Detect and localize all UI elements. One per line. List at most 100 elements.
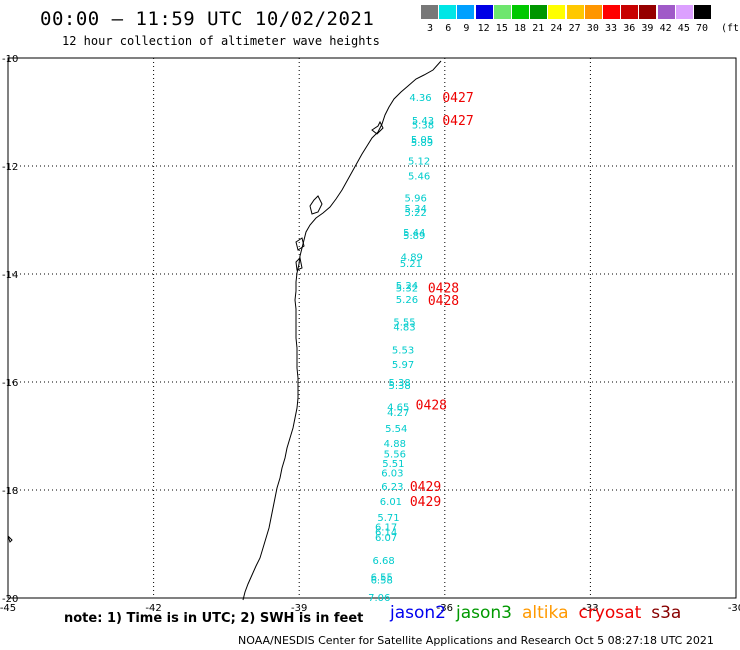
legend-swatch [584, 5, 602, 19]
legend-swatch [657, 5, 675, 19]
legend-label: 18 [514, 23, 527, 34]
page-subtitle: 12 hour collection of altimeter wave hei… [62, 34, 380, 48]
wave-height-label: 6.07 [375, 533, 397, 544]
pass-time-label: 0428 [428, 282, 459, 297]
wave-height-label: 6.01 [380, 497, 402, 508]
legend-swatch [675, 5, 693, 19]
lon-tick-label: -36 [437, 603, 453, 614]
wave-height-label: 5.55 [393, 318, 415, 329]
legend-swatch [439, 5, 457, 19]
wave-height-label: 6.55 [371, 572, 393, 583]
lon-tick-label: -30 [728, 603, 740, 614]
wave-height-label: 5.54 [385, 424, 407, 435]
wave-height-label: 4.89 [401, 253, 423, 264]
legend-label: 70 [696, 23, 709, 34]
coastline-island [295, 237, 305, 271]
wave-height-label: 5.89 [411, 138, 433, 149]
lat-tick-label: -12 [2, 162, 18, 173]
wave-height-label: 5.89 [403, 231, 425, 242]
wave-height-label: 5.38 [389, 381, 411, 392]
wave-height-label: 5.38 [412, 120, 434, 131]
credit-line: NOAA/NESDIS Center for Satellite Applica… [238, 634, 714, 647]
coastline [7, 60, 442, 601]
wave-height-label: 5.46 [408, 172, 430, 183]
wave-height-label: 5.05 [411, 135, 433, 146]
wave-height-label: 4.36 [409, 93, 431, 104]
coastline-bay [371, 120, 384, 135]
pass-time-label: 0427 [442, 91, 473, 106]
wave-height-label: 5.32 [396, 284, 418, 295]
legend-swatch [457, 5, 475, 19]
legend-swatch [694, 5, 711, 19]
footer-note: note: 1) Time is in UTC; 2) SWH is in fe… [64, 611, 364, 626]
wave-height-label: 7.06 [368, 593, 390, 604]
lat-tick-label: -18 [2, 486, 18, 497]
legend-label: 6 [445, 23, 452, 34]
pass-time-label: 0429 [410, 480, 441, 495]
wave-height-label: 5.97 [392, 360, 414, 371]
legend-swatch [530, 5, 548, 19]
legend-swatch [493, 5, 511, 19]
legend-swatch [421, 5, 438, 19]
wave-height-label: 6.23 [381, 482, 403, 493]
legend-label: 45 [677, 23, 690, 34]
satellite-label: cryosat [578, 603, 642, 623]
legend-label: 9 [463, 23, 470, 34]
satellite-label: altika [522, 603, 569, 623]
satellite-label: jason3 [456, 603, 512, 623]
wave-height-label: 5.34 [405, 204, 427, 215]
page-title: 00:00 – 11:59 UTC 10/02/2021 [40, 8, 375, 30]
coastline-inlet [309, 195, 323, 215]
wave-height-label: 6.17 [375, 523, 397, 534]
wave-height-label: 5.51 [382, 459, 404, 470]
map-grid: -45 -42 -39 -36 -33 -30 -10 -12 -14 -16 -18 -20 [0, 54, 740, 614]
legend-swatch [475, 5, 493, 19]
wave-height-label: 5.96 [405, 193, 427, 204]
wave-height-label: 5.22 [405, 208, 427, 219]
wave-height-labels: 4.365.435.385.055.895.125.465.965.345.22… [368, 93, 434, 604]
wave-height-label: 5.71 [377, 513, 399, 524]
map-frame [7, 57, 737, 599]
legend-swatch [566, 5, 584, 19]
wave-height-label: 5.24 [396, 281, 418, 292]
legend-unit: (ft) [721, 23, 740, 34]
legend-label: 12 [477, 23, 490, 34]
wave-height-label: 4.27 [387, 408, 409, 419]
pass-time-label: 0429 [410, 495, 441, 510]
legend-swatch [603, 5, 620, 19]
satellite-label: jason2 [390, 603, 446, 623]
wave-height-label: 6.58 [371, 576, 393, 587]
legend-label: 15 [495, 23, 508, 34]
wave-height-label: 5.21 [400, 259, 422, 270]
legend-label: 3 [427, 23, 434, 34]
lon-tick-label: -33 [582, 603, 598, 614]
legend-label: 33 [605, 23, 618, 34]
wave-height-label: 5.56 [384, 449, 406, 460]
legend-swatch [639, 5, 657, 19]
legend-label: 24 [550, 23, 563, 34]
coastline-line [242, 60, 442, 601]
lon-tick-label: -39 [291, 603, 307, 614]
lat-tick-label: -10 [2, 54, 18, 65]
pass-time-label: 0428 [416, 399, 447, 414]
legend-swatch [512, 5, 529, 19]
legend-label: 42 [659, 23, 672, 34]
legend-label: 39 [641, 23, 654, 34]
wave-height-label: 6.03 [381, 469, 403, 480]
legend-label: 36 [623, 23, 636, 34]
lon-tick-label: -45 [0, 603, 16, 614]
wave-height-label: 5.44 [403, 228, 425, 239]
lon-tick-label: -42 [145, 603, 161, 614]
pass-time-label: 0428 [428, 294, 459, 309]
satellite-label: s3a [651, 603, 682, 623]
coastline-point [7, 535, 13, 543]
lat-tick-label: -16 [2, 378, 18, 389]
legend-label: 21 [532, 23, 545, 34]
pass-time-label: 0427 [442, 114, 473, 129]
wave-height-label: 5.53 [392, 346, 414, 357]
lat-tick-label: -20 [2, 594, 18, 605]
wave-height-label: 6.68 [373, 556, 395, 567]
legend-swatch [621, 5, 639, 19]
